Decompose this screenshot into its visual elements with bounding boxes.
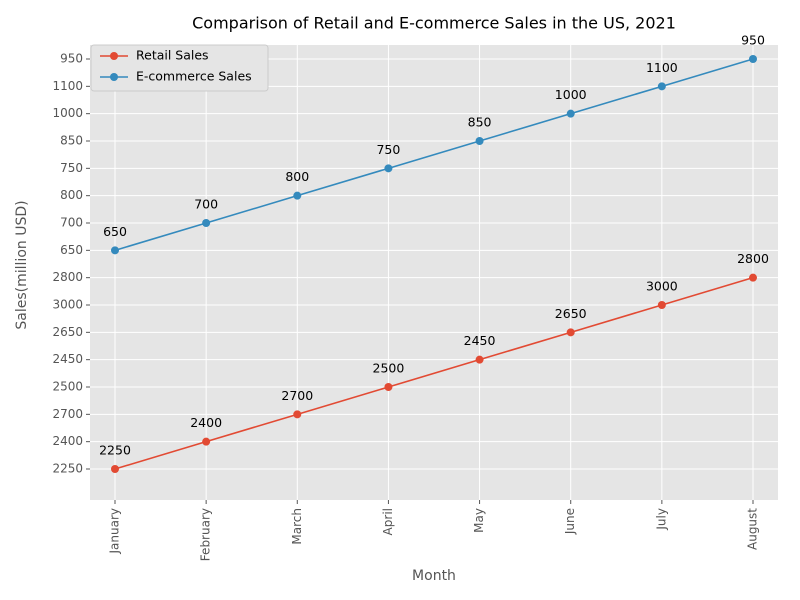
x-tick-label: April bbox=[381, 508, 395, 535]
y-tick-label: 2700 bbox=[52, 407, 83, 421]
point bbox=[749, 273, 757, 282]
series-line bbox=[114, 58, 754, 252]
plot-area bbox=[90, 45, 778, 500]
y-tick-label: 2500 bbox=[52, 380, 83, 394]
y-tick-label: 2800 bbox=[52, 270, 83, 284]
point bbox=[293, 410, 302, 419]
y-axis-label: Sales(million USD) bbox=[14, 200, 30, 329]
data-label: 2500 bbox=[373, 361, 405, 376]
point bbox=[566, 109, 575, 118]
legend-marker bbox=[110, 52, 118, 60]
legend-box bbox=[90, 44, 269, 92]
legend-marker bbox=[110, 73, 118, 81]
legend-label: Retail Sales bbox=[136, 48, 209, 63]
legend-label: E-commerce Sales bbox=[136, 69, 252, 84]
data-label: 800 bbox=[285, 169, 309, 184]
y-tick-label: 750 bbox=[60, 161, 83, 175]
point bbox=[566, 328, 575, 337]
point bbox=[475, 137, 484, 145]
chart-title: Comparison of Retail and E-commerce Sale… bbox=[192, 14, 676, 33]
y-tick-label: 2450 bbox=[52, 352, 83, 366]
data-label: 1100 bbox=[646, 60, 678, 75]
point bbox=[202, 437, 211, 446]
data-label: 850 bbox=[468, 115, 492, 130]
y-tick-label: 2650 bbox=[52, 325, 83, 339]
data-label: 2800 bbox=[737, 251, 769, 266]
y-tick-label: 850 bbox=[60, 134, 83, 148]
y-tick-label: 1000 bbox=[52, 106, 83, 120]
point bbox=[749, 55, 757, 63]
y-tick-label: 2400 bbox=[52, 434, 83, 448]
data-label: 750 bbox=[376, 142, 400, 157]
x-tick-label: March bbox=[290, 508, 304, 545]
x-tick-label: May bbox=[472, 508, 486, 533]
point bbox=[293, 191, 302, 200]
data-label: 2450 bbox=[464, 333, 496, 348]
y-tick-label: 2250 bbox=[52, 462, 83, 476]
data-label: 2650 bbox=[555, 306, 587, 321]
y-tick-label: 700 bbox=[60, 216, 83, 230]
point bbox=[111, 246, 119, 255]
y-tick-label: 3000 bbox=[52, 298, 83, 312]
point bbox=[657, 82, 666, 91]
data-label: 950 bbox=[741, 33, 765, 48]
point bbox=[384, 383, 393, 391]
data-label: 2250 bbox=[99, 443, 131, 458]
x-tick-label: June bbox=[563, 508, 577, 535]
x-tick-label: January bbox=[108, 508, 122, 555]
point bbox=[111, 465, 119, 473]
y-tick-label: 800 bbox=[60, 188, 83, 202]
data-label: 700 bbox=[194, 197, 218, 212]
x-axis-label: Month bbox=[412, 568, 456, 584]
y-tick-label: 1100 bbox=[52, 79, 83, 93]
data-label: 3000 bbox=[646, 279, 678, 294]
point bbox=[657, 301, 666, 309]
data-label: 2700 bbox=[281, 388, 313, 403]
data-label: 650 bbox=[103, 224, 127, 239]
x-tick-label: February bbox=[199, 508, 213, 561]
series-line bbox=[114, 276, 754, 470]
point bbox=[202, 219, 211, 227]
data-label: 2400 bbox=[190, 415, 222, 430]
y-tick-label: 650 bbox=[60, 243, 83, 257]
data-label: 1000 bbox=[555, 87, 587, 102]
x-tick-label: July bbox=[654, 508, 668, 531]
point bbox=[384, 164, 393, 173]
point bbox=[475, 355, 484, 364]
y-tick-label: 950 bbox=[60, 52, 83, 66]
x-tick-label: August bbox=[746, 508, 760, 550]
